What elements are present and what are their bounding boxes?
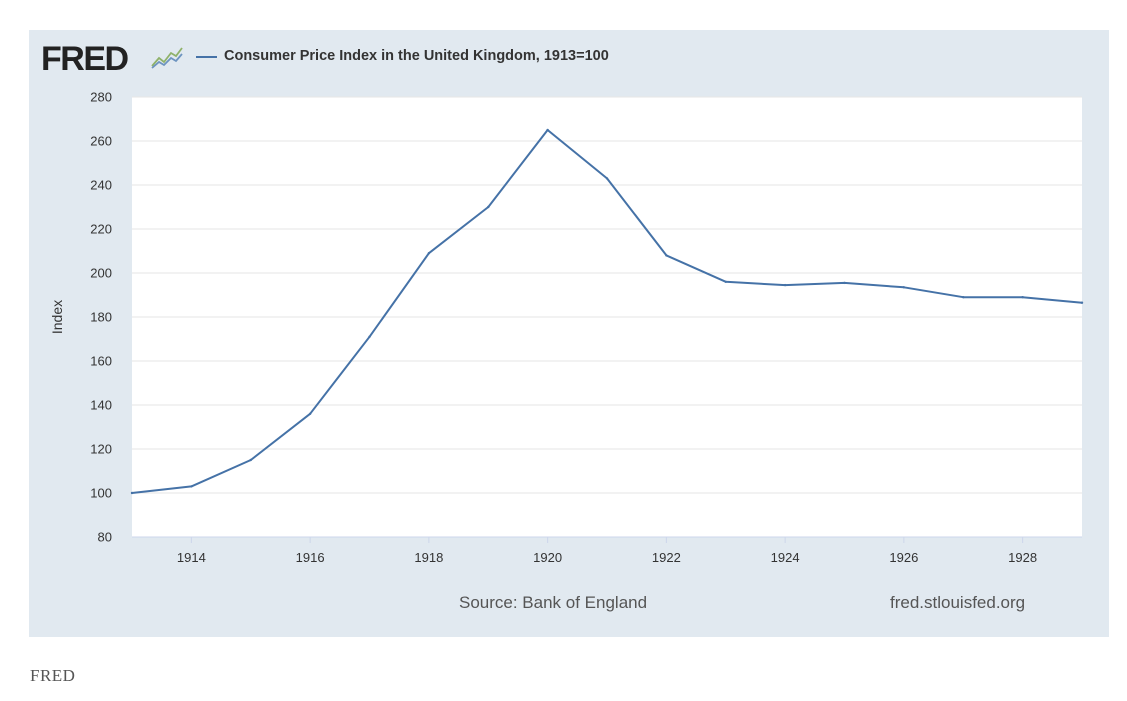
data-point[interactable] xyxy=(665,254,668,257)
y-tick-label: 200 xyxy=(90,266,112,281)
data-point[interactable] xyxy=(487,205,490,209)
data-point[interactable] xyxy=(368,335,371,338)
x-tick-label: 1916 xyxy=(296,550,325,565)
x-tick-label: 1926 xyxy=(889,550,918,565)
source-url[interactable]: fred.stlouisfed.org xyxy=(890,593,1026,612)
x-tick-label: 1914 xyxy=(177,550,206,565)
legend-swatch xyxy=(196,56,217,58)
data-point[interactable] xyxy=(308,412,312,415)
data-point[interactable] xyxy=(783,283,787,287)
y-tick-label: 280 xyxy=(90,90,112,105)
y-axis-ticks: 80 100 120 140 160 180 200 220 240 260 280 xyxy=(90,90,112,545)
fred-logo[interactable]: FRED xyxy=(41,40,129,78)
y-tick-label: 140 xyxy=(90,398,112,413)
data-point[interactable] xyxy=(1021,296,1024,299)
y-tick-label: 220 xyxy=(90,222,112,237)
x-tick-label: 1924 xyxy=(771,550,800,565)
data-point[interactable] xyxy=(843,281,846,285)
x-axis-ticks: 1914 1916 1918 1920 1922 1924 1926 1928 xyxy=(177,537,1037,565)
chart-panel: FRED Consumer Price Index in the United … xyxy=(29,30,1109,637)
data-point[interactable] xyxy=(605,177,609,180)
y-tick-label: 240 xyxy=(90,178,112,193)
grid-lines xyxy=(132,96,1082,538)
data-point[interactable] xyxy=(130,491,134,495)
line-graph-icon xyxy=(150,44,184,70)
data-point[interactable] xyxy=(902,286,906,289)
y-axis-title: Index xyxy=(49,300,65,334)
source-note: Source: Bank of England xyxy=(459,593,648,612)
x-tick-label: 1928 xyxy=(1008,550,1037,565)
data-point[interactable] xyxy=(190,485,193,488)
series-layer xyxy=(130,128,1084,495)
y-tick-label: 80 xyxy=(98,530,112,545)
data-point[interactable] xyxy=(427,252,431,255)
figure-caption: FRED xyxy=(30,666,76,685)
legend-label[interactable]: Consumer Price Index in the United Kingd… xyxy=(224,48,609,64)
x-tick-label: 1918 xyxy=(414,550,443,565)
y-tick-label: 260 xyxy=(90,134,112,149)
data-point[interactable] xyxy=(724,280,727,283)
x-tick-label: 1920 xyxy=(533,550,562,565)
x-tick-label: 1922 xyxy=(652,550,681,565)
y-tick-label: 120 xyxy=(90,442,112,457)
y-tick-label: 100 xyxy=(90,486,112,501)
data-point[interactable] xyxy=(249,458,252,462)
data-point[interactable] xyxy=(1080,301,1084,304)
data-point[interactable] xyxy=(962,296,965,299)
y-tick-label: 180 xyxy=(90,310,112,325)
data-point[interactable] xyxy=(546,128,549,132)
y-tick-label: 160 xyxy=(90,354,112,369)
